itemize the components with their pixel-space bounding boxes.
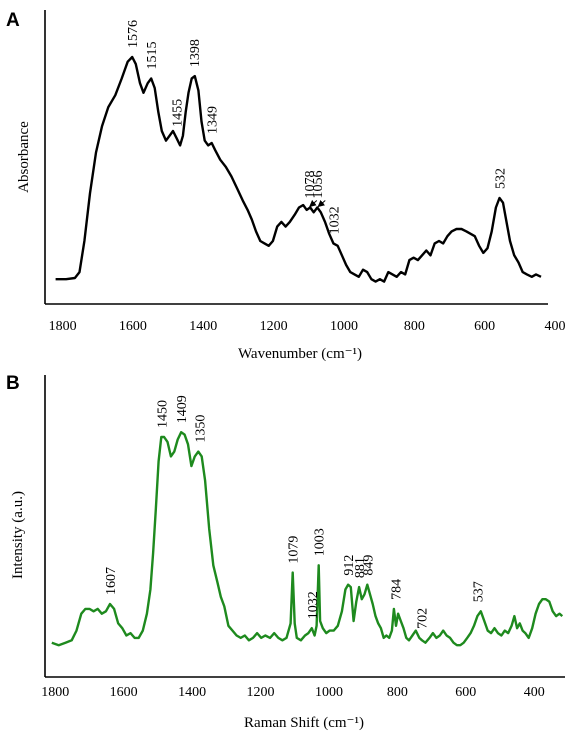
x-tick-label: 800 <box>387 685 408 700</box>
panel-b: B 1800 1600 1400 1200 1000 800 600 400 Raman Shif… <box>6 373 565 731</box>
x-tick-label: 1800 <box>49 319 77 334</box>
peak-label: 1003 <box>313 528 328 556</box>
spectrum-line <box>51 431 564 647</box>
x-tick-label: 1600 <box>110 685 138 700</box>
x-tick-label: 1600 <box>119 319 147 334</box>
x-tick-label: 1800 <box>41 685 69 700</box>
peak-label: 1409 <box>175 395 190 423</box>
peak-label: 1349 <box>206 106 221 134</box>
x-tick-label: 1000 <box>315 685 343 700</box>
peak-label: 1576 <box>126 20 141 48</box>
peak-arrow <box>309 199 318 208</box>
peak-label: 1079 <box>287 536 302 564</box>
peak-label: 537 <box>471 581 486 602</box>
peak-label: 1078 <box>303 171 318 199</box>
x-tick-label: 400 <box>524 685 545 700</box>
peak-arrow <box>317 199 326 208</box>
peak-label: 1350 <box>194 415 209 443</box>
x-tick-label: 1400 <box>189 319 217 334</box>
peak-label: 532 <box>493 168 508 189</box>
x-tick-label: 600 <box>455 685 476 700</box>
peak-label: 849 <box>361 555 376 576</box>
peak-label: 702 <box>415 608 430 629</box>
panel-label: A <box>6 10 20 31</box>
peak-label: 784 <box>389 579 404 600</box>
x-tick-label: 1000 <box>330 319 358 334</box>
x-tick-label: 600 <box>474 319 495 334</box>
peak-label: 881 <box>353 557 368 578</box>
x-tick-label: 1200 <box>247 685 275 700</box>
peak-label: 1056 <box>311 171 326 199</box>
panel-a: A 1800 1600 1400 1200 1000 800 600 400 Wavenumber… <box>6 10 566 362</box>
peak-label: 1450 <box>155 400 170 428</box>
y-axis-title: Absorbance <box>16 121 32 193</box>
peak-label: 1515 <box>145 41 160 69</box>
peak-label: 1032 <box>306 591 321 619</box>
panel-label: B <box>6 373 20 394</box>
peak-label: 1607 <box>104 567 119 595</box>
peak-label: 1398 <box>188 39 203 67</box>
x-axis-title: Wavenumber (cm⁻¹) <box>238 346 362 362</box>
x-tick-label: 1200 <box>260 319 288 334</box>
y-axis-title: Intensity (a.u.) <box>10 491 26 579</box>
x-tick-label: 1400 <box>178 685 206 700</box>
spectrum-line <box>55 55 542 283</box>
x-axis-title: Raman Shift (cm⁻¹) <box>244 715 364 731</box>
x-tick-label: 400 <box>545 319 566 334</box>
peak-label: 912 <box>342 555 357 576</box>
peak-label: 1032 <box>327 206 342 234</box>
x-tick-label: 800 <box>404 319 425 334</box>
peak-label: 1455 <box>171 99 186 127</box>
